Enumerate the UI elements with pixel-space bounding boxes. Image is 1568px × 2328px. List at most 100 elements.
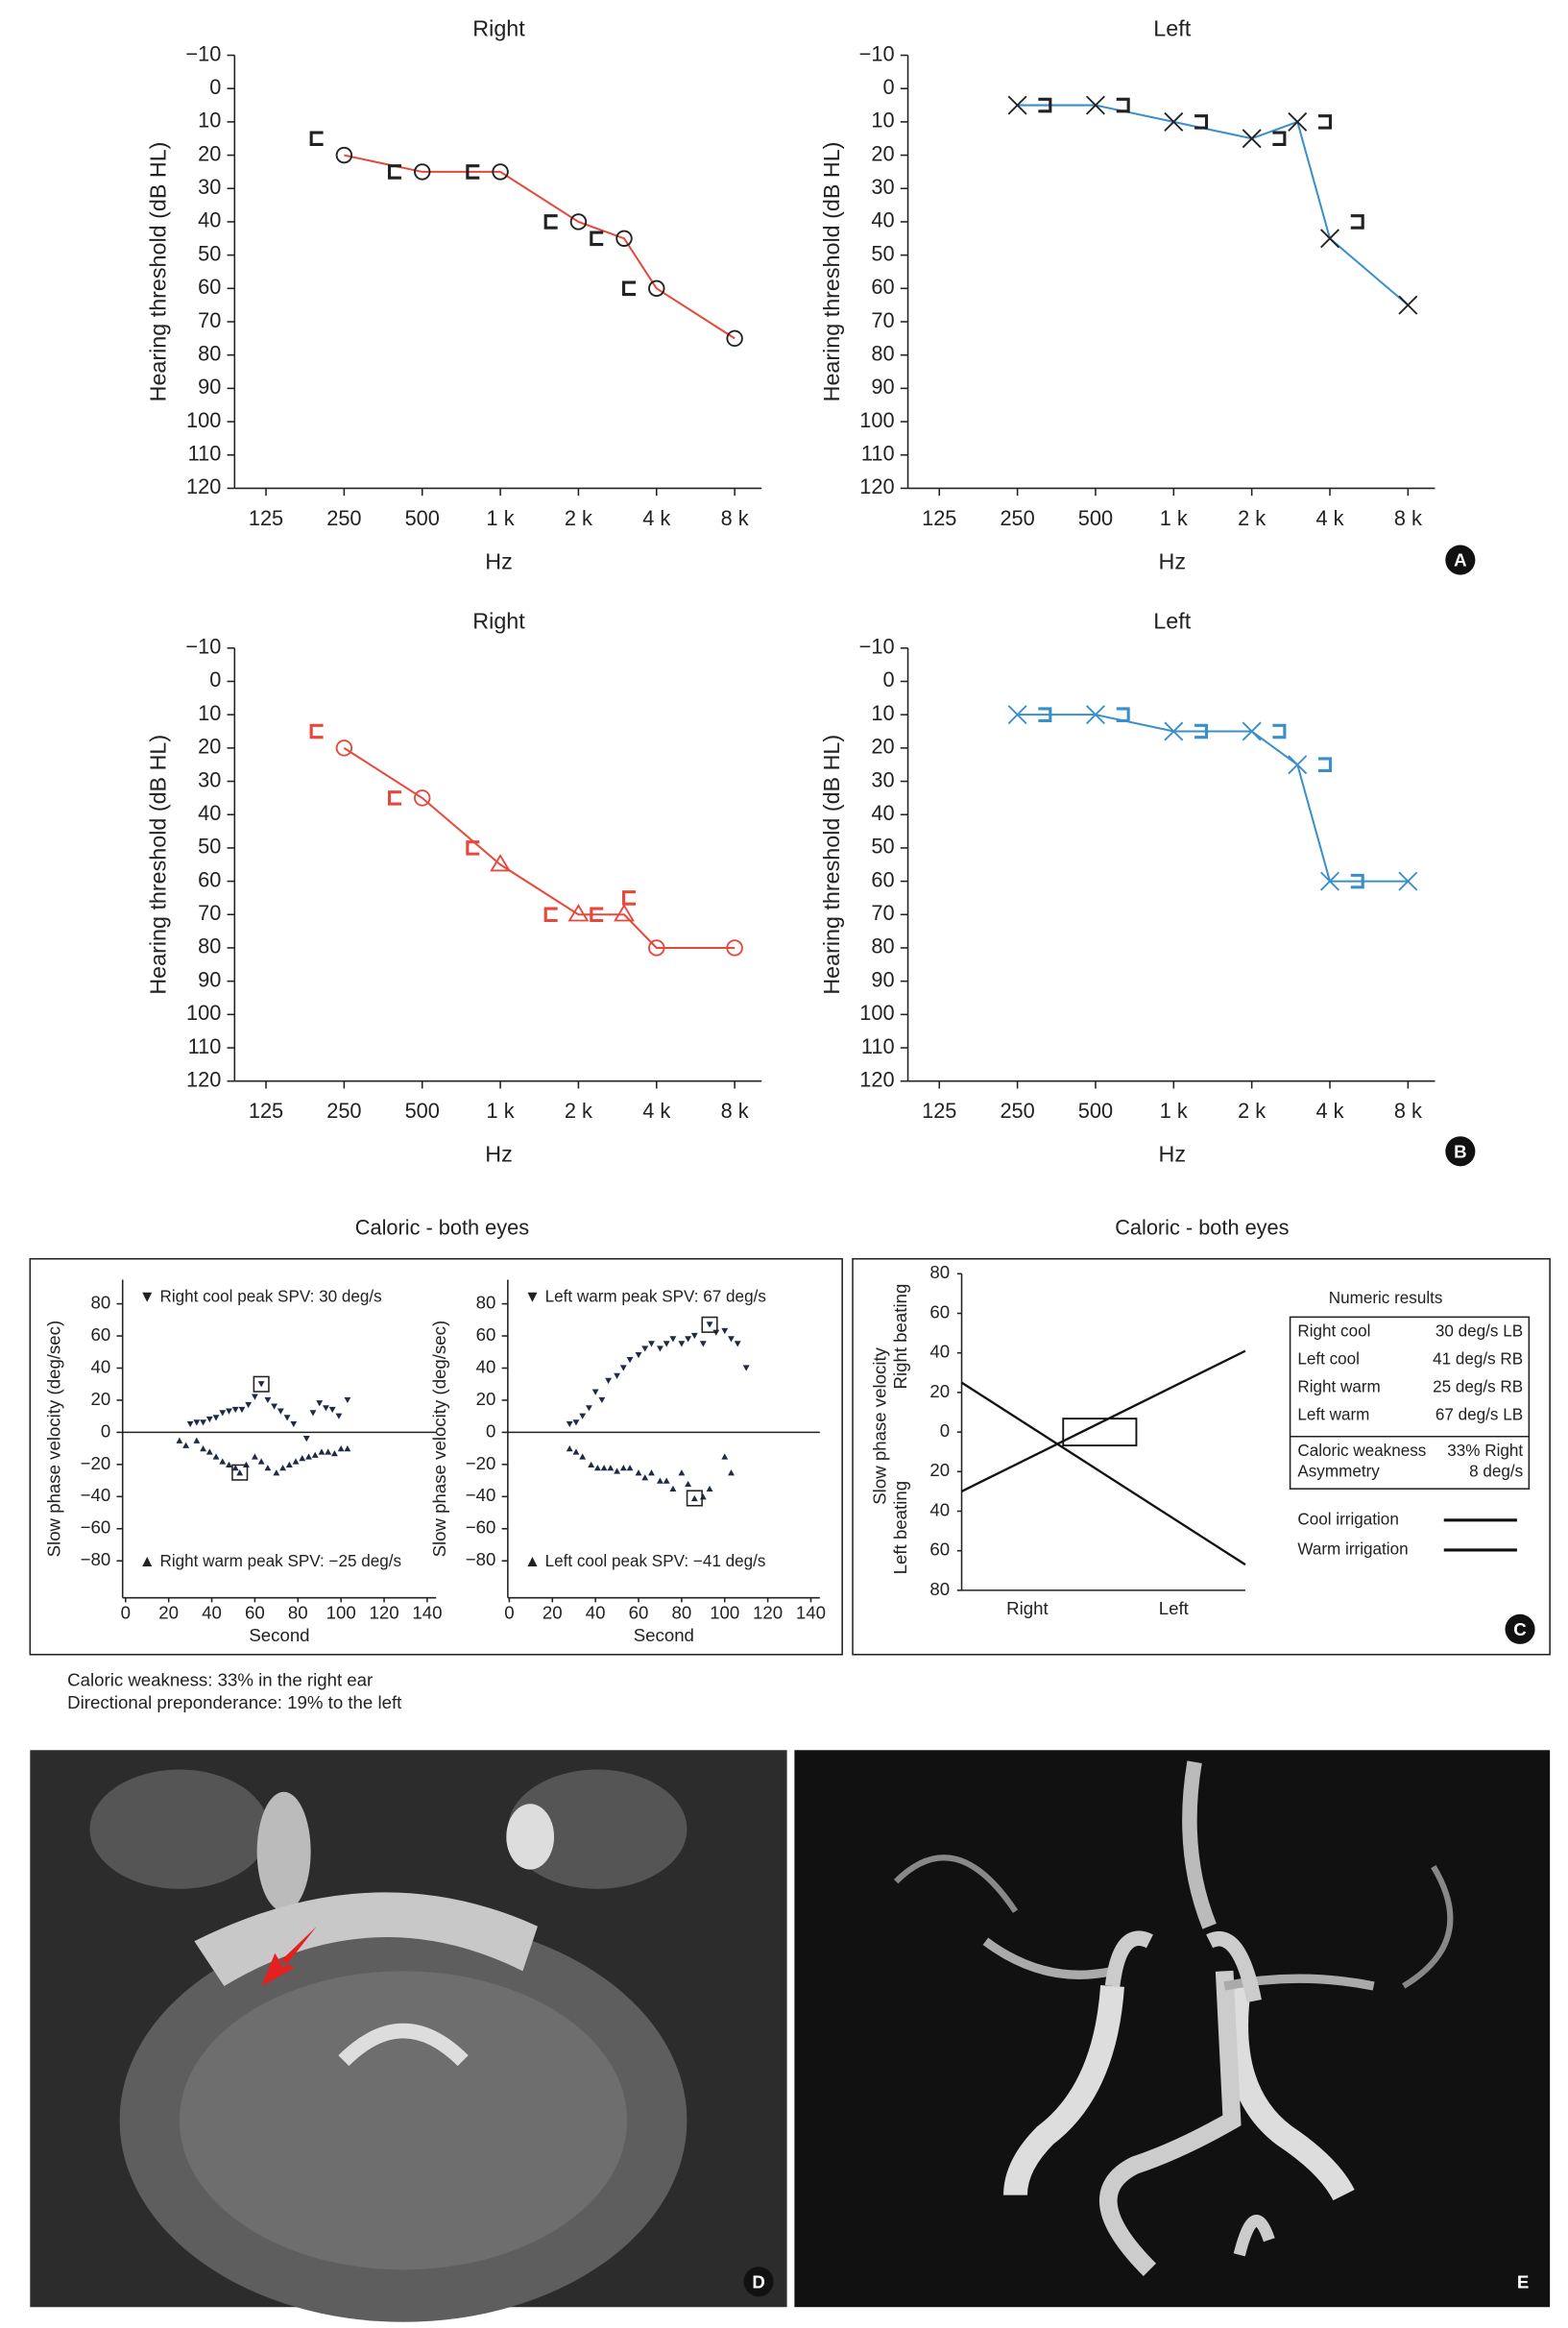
x-tick-label: Left	[1159, 1598, 1190, 1618]
y-axis-label: Hearing threshold (dB HL)	[146, 735, 171, 995]
x-tick-label: 250	[1000, 1099, 1034, 1123]
y-tick-label: 70	[871, 901, 894, 925]
y-tick-label: 40	[91, 1356, 111, 1376]
marker	[205, 1416, 213, 1423]
y-axis-label: Slow phase velocity (deg/sec)	[429, 1321, 449, 1558]
y-tick-label: 10	[871, 109, 894, 133]
marker	[1350, 214, 1364, 230]
y-tick-label: −20	[81, 1453, 111, 1473]
caloric-box-left	[29, 1257, 843, 1656]
y-tick-label: 40	[929, 1499, 950, 1519]
marker	[706, 1322, 713, 1328]
y-tick-label: 0	[209, 667, 221, 691]
x-tick-label: 140	[796, 1603, 826, 1623]
x-tick-label: 80	[288, 1603, 308, 1623]
marker	[245, 1401, 253, 1409]
y-tick-label: 0	[882, 75, 894, 99]
marker	[1007, 705, 1027, 725]
y-tick-label: 50	[871, 835, 894, 859]
marker	[669, 1336, 677, 1343]
series-line	[1017, 714, 1409, 883]
y-tick-label: 60	[871, 275, 894, 299]
table-cell: 41 deg/s RB	[1433, 1350, 1523, 1369]
y-tick-label: 90	[871, 967, 894, 991]
marker	[1164, 721, 1184, 741]
marker	[657, 1346, 663, 1352]
asymmetry-box	[1062, 1418, 1138, 1447]
x-axis-label: Hz	[1159, 548, 1187, 573]
x-tick-label: 100	[326, 1603, 356, 1623]
x-tick-label: Right	[1006, 1598, 1049, 1618]
marker	[585, 1405, 592, 1412]
y-tick-label: 80	[871, 934, 894, 958]
y-tick-label: 40	[871, 208, 894, 232]
series-line	[961, 1349, 1246, 1492]
marker	[572, 1419, 580, 1426]
marker	[414, 163, 431, 181]
annotation: ▼ Left warm peak SPV: 67 deg/s	[524, 1288, 766, 1306]
marker	[305, 1453, 312, 1460]
x-tick-label: 60	[629, 1603, 649, 1623]
panel-label: E	[1517, 2271, 1529, 2292]
marker	[1318, 757, 1333, 772]
y-tick-label: 20	[476, 1389, 496, 1409]
caloric-box-right	[852, 1257, 1551, 1656]
table-cell: Left cool	[1297, 1350, 1360, 1369]
y-tick-label: −10	[859, 635, 895, 659]
chart-title: Left	[1153, 609, 1191, 634]
y-axis-label: Right beating	[890, 1284, 910, 1390]
y-tick-label: −10	[185, 41, 221, 65]
y-axis-label: Left beating	[890, 1481, 910, 1574]
x-tick-label: 500	[1078, 506, 1113, 530]
x-tick-label: 2 k	[565, 506, 592, 530]
marker	[543, 214, 558, 230]
x-tick-label: 125	[922, 1099, 956, 1123]
marker	[251, 1453, 258, 1460]
panel-label: D	[752, 2271, 764, 2292]
y-tick-label: 100	[859, 1001, 894, 1025]
marker	[566, 1445, 573, 1452]
marker	[648, 1469, 655, 1476]
marker	[678, 1341, 686, 1347]
y-axis-label: Slow phase velocity	[869, 1346, 889, 1504]
marker	[387, 164, 401, 180]
marker	[318, 1448, 326, 1455]
y-tick-label: 20	[198, 735, 221, 759]
marker	[657, 1477, 663, 1484]
marker	[200, 1445, 206, 1452]
y-tick-label: 60	[476, 1324, 496, 1345]
x-tick-label: 4 k	[642, 506, 670, 530]
x-tick-label: 500	[405, 1099, 440, 1123]
y-tick-label: 0	[940, 1420, 950, 1441]
marker	[685, 1336, 692, 1343]
marker	[309, 723, 324, 740]
x-tick-label: 20	[543, 1603, 563, 1623]
y-tick-label: 90	[198, 375, 221, 399]
table-title: Numeric results	[1329, 1289, 1443, 1307]
marker	[335, 146, 353, 164]
marker	[663, 1341, 670, 1347]
peak-box	[701, 1316, 718, 1333]
y-tick-label: 80	[198, 341, 221, 365]
x-tick-label: 125	[249, 1099, 283, 1123]
panel-label-badge	[743, 2267, 774, 2297]
table-cell: Right warm	[1297, 1378, 1380, 1396]
x-tick-label: 2 k	[565, 1099, 592, 1123]
peak-box	[686, 1490, 703, 1507]
marker	[567, 904, 590, 922]
peak-box	[231, 1464, 249, 1481]
marker	[176, 1437, 183, 1443]
marker	[257, 1381, 265, 1388]
marker	[598, 1396, 606, 1404]
y-tick-label: 50	[871, 241, 894, 265]
marker	[614, 1467, 621, 1474]
x-tick-label: 500	[405, 506, 440, 530]
panel-label: C	[1513, 1619, 1526, 1639]
marker	[690, 1332, 698, 1340]
marker	[238, 1406, 246, 1414]
x-tick-label: 0	[504, 1603, 514, 1623]
marker	[323, 1405, 329, 1412]
x-tick-label: 8 k	[721, 1099, 749, 1123]
x-tick-label: 250	[1000, 506, 1034, 530]
marker	[566, 1420, 573, 1428]
